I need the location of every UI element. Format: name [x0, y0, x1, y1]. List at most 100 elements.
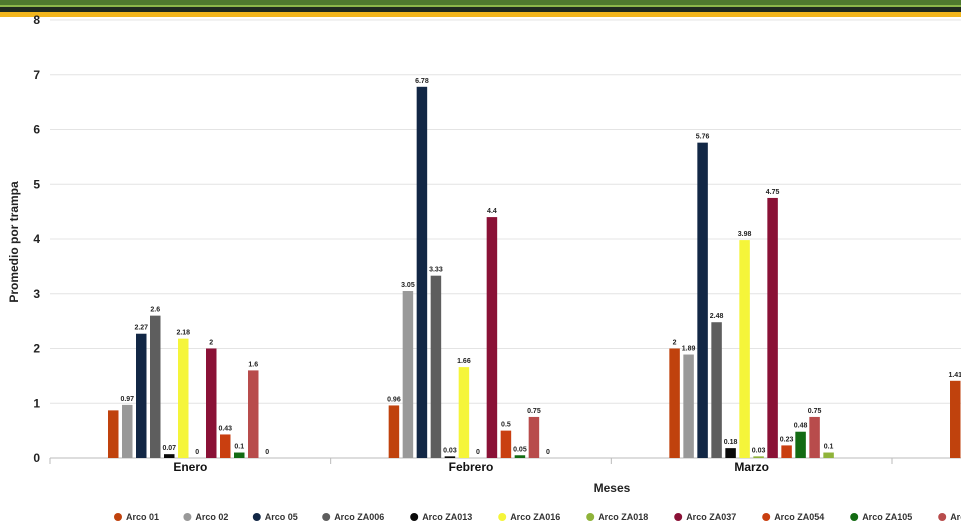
bar [809, 416, 820, 458]
legend-marker [114, 513, 122, 521]
data-label: 2.48 [710, 313, 724, 320]
bar [795, 431, 806, 458]
bar [136, 333, 147, 458]
bar [220, 434, 231, 458]
data-label: 0.1 [824, 444, 834, 451]
bar [486, 217, 498, 458]
legend-label: Arco 01 [126, 512, 159, 522]
bar [767, 197, 778, 458]
legend-label: Arco ZA006 [334, 512, 384, 522]
data-label: 1.66 [457, 358, 471, 365]
bar [388, 405, 400, 458]
legend-marker [762, 513, 771, 521]
legend-label: Arco ZA016 [510, 512, 560, 522]
stripe-light-green [0, 5, 961, 7]
data-label: 2 [673, 340, 677, 347]
legend-label: Arco ZA037 [686, 512, 736, 522]
data-label: 2 [209, 340, 213, 347]
legend-marker [850, 513, 859, 521]
y-tick-label: 7 [33, 68, 40, 82]
data-label: 0 [265, 449, 269, 456]
bar [416, 86, 428, 459]
bar [108, 410, 119, 458]
data-label: 2.18 [176, 330, 190, 337]
category-label: Marzo [734, 460, 769, 474]
bar [402, 291, 414, 458]
bar [514, 455, 526, 458]
y-tick-label: 3 [33, 287, 40, 301]
data-label: 5.76 [696, 134, 710, 141]
y-tick-label: 4 [33, 232, 40, 246]
bar [697, 142, 708, 458]
data-label: 3.05 [401, 282, 415, 289]
bar [234, 452, 245, 458]
data-label: 0 [546, 449, 550, 456]
legend-label: Arco ZA013 [422, 512, 472, 522]
data-label: 1.6 [248, 361, 258, 368]
y-tick-label: 5 [33, 177, 40, 191]
data-label: 0.05 [513, 446, 527, 453]
data-label: 0 [476, 449, 480, 456]
data-label: 0.07 [162, 445, 176, 452]
stripe-dark [0, 7, 961, 12]
bar [150, 315, 161, 458]
bar [430, 275, 442, 458]
y-tick-label: 0 [33, 451, 40, 465]
data-label: 3.98 [738, 231, 752, 238]
gridlines [49, 19, 961, 464]
stripe-green [0, 0, 961, 5]
bars [108, 86, 961, 459]
legend-label: Arco ZA [950, 512, 961, 522]
category-label: Febrero [449, 460, 494, 474]
legend-marker [322, 513, 331, 521]
data-label: 0.75 [808, 408, 822, 415]
legend-label: Arco ZA105 [862, 512, 912, 522]
bar [178, 338, 189, 458]
data-label: 0.5 [501, 422, 511, 429]
bar [711, 322, 722, 458]
legend-marker [586, 513, 595, 521]
legend-marker [183, 513, 192, 521]
bar [683, 354, 694, 458]
bar [725, 448, 736, 458]
category-labels: Enero Febrero Marzo [173, 460, 769, 474]
data-label: 0.48 [794, 423, 808, 430]
data-label: 3.33 [429, 267, 443, 274]
data-label: 2.6 [150, 307, 160, 314]
legend-marker [410, 513, 419, 521]
bar [500, 430, 512, 458]
bar [781, 445, 792, 458]
bar [739, 240, 750, 458]
legend-marker [252, 513, 261, 521]
category-label: Enero [173, 460, 207, 474]
bar [950, 380, 961, 458]
legend-label: Arco ZA054 [774, 512, 824, 522]
data-label: 6.78 [415, 78, 429, 85]
bar [669, 348, 680, 458]
data-label: 0.43 [218, 425, 232, 432]
y-tick-label: 1 [33, 396, 40, 410]
bar [122, 404, 133, 458]
legend-label: Arco 05 [265, 512, 298, 522]
bar [164, 454, 175, 458]
x-axis-title: Meses [594, 481, 631, 495]
data-labels: 0.97 2.27 2.6 0.07 2.18 0 2 0.43 0.1 1.6 0 0.96 3.05… [120, 78, 961, 456]
data-label: 0.75 [527, 408, 541, 415]
data-label: 4.75 [766, 189, 780, 196]
data-label: 0.1 [234, 444, 244, 451]
bar [248, 370, 259, 458]
legend-label: Arco ZA018 [598, 512, 648, 522]
y-tick-label: 6 [33, 123, 40, 137]
bar [528, 416, 540, 458]
data-label: 0.03 [443, 447, 457, 454]
bar [458, 367, 470, 458]
y-tick-label: 2 [33, 342, 40, 356]
y-tick-label: 8 [33, 13, 40, 27]
stripe-yellow [0, 12, 961, 17]
legend-marker [938, 513, 947, 521]
data-label: 0.97 [120, 396, 134, 403]
data-label: 0.03 [752, 447, 766, 454]
data-label: 0.96 [387, 396, 401, 403]
data-label: 4.4 [487, 208, 497, 215]
